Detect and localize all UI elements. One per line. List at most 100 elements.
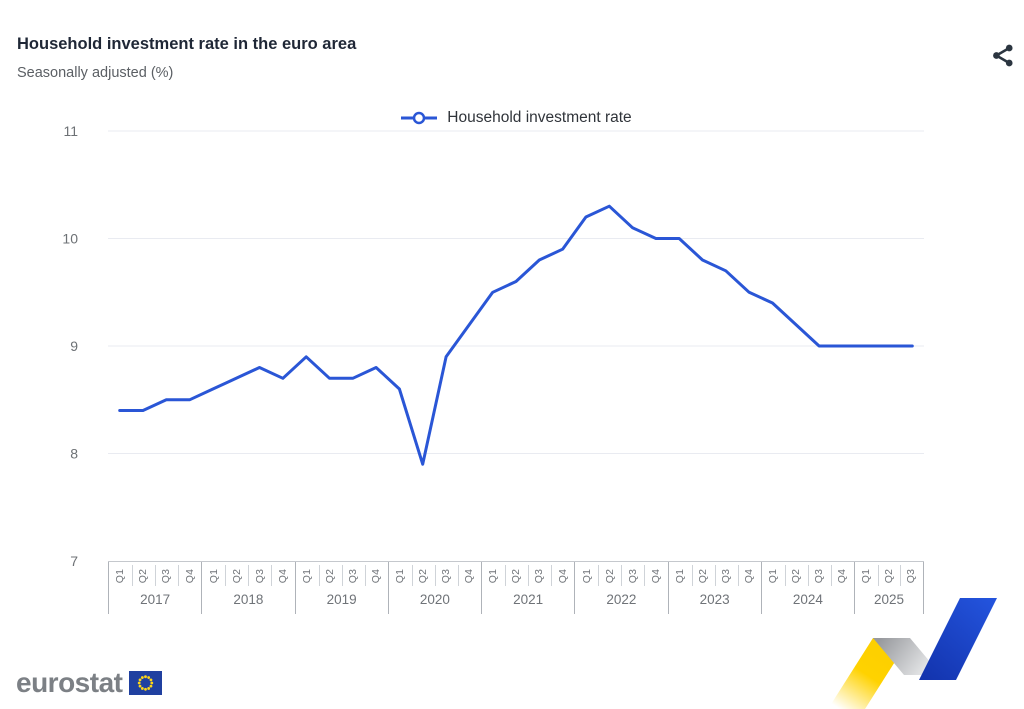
x-axis-year-label: 2025 [873,592,904,607]
x-axis-year-label: 2023 [699,592,730,607]
x-axis-quarter-label: Q2 [137,568,150,584]
eu-flag-star [144,675,148,679]
x-axis-quarter-label: Q4 [276,568,289,584]
x-axis-quarter-cell: Q1 [762,562,785,590]
eu-flag-star [141,687,145,690]
x-axis-quarter-label: Q2 [230,568,243,584]
eu-flag-star [144,687,148,691]
x-axis-quarter-cell: Q4 [551,562,574,590]
x-axis-year-group: Q1 Q2 Q3 Q4 2017 [108,562,201,614]
x-axis-quarter-label: Q1 [207,568,220,584]
x-axis-quarter-cell: Q2 [318,562,342,590]
x-axis-year-label: 2024 [792,592,823,607]
x-axis-quarter-label: Q2 [510,568,523,584]
x-axis-quarter-cell: Q4 [830,562,854,590]
x-axis-year-group: Q1 Q2 Q3 Q4 2020 [387,562,481,614]
x-axis-quarter-cell: Q2 [877,562,901,590]
x-axis-quarter-cell: Q3 [900,562,923,590]
x-axis-quarter-label: Q1 [487,568,500,584]
series-line [118,204,914,466]
x-axis-quarter-cell: Q2 [598,562,621,590]
x-axis-year-group: Q1 Q2 Q3 Q4 2019 [294,562,388,614]
x-axis-quarter-cell: Q4 [178,562,201,590]
legend-line-marker-icon [401,111,438,125]
eu-flag-star [147,676,151,679]
x-axis-quarter-label: Q3 [720,568,733,584]
x-axis-quarter-label: Q1 [860,568,873,584]
x-axis-year-group: Q1 Q2 Q3 Q4 2021 [481,562,574,614]
x-axis-quarter-label: Q3 [347,568,360,584]
x-axis-year-label: 2021 [513,592,544,607]
x-axis-quarter-label: Q2 [324,568,337,584]
x-axis-year-group: Q1 Q2 Q3 Q4 2024 [760,562,854,614]
x-axis-quarter-cell: Q3 [714,562,738,590]
x-axis-quarter-label: Q4 [649,568,662,584]
x-axis-quarter-cell: Q2 [411,562,435,590]
x-axis-quarter-label: Q2 [603,568,616,584]
decorative-ribbon-graphic [828,598,997,709]
x-axis-quarter-cell: Q4 [644,562,667,590]
x-axis-quarter-label: Q2 [790,568,803,584]
x-axis-quarter-label: Q1 [580,568,593,584]
x-axis-quarter-label: Q4 [556,568,569,584]
legend-label: Household investment rate [447,109,632,126]
eu-flag-star [150,681,154,685]
legend-item[interactable]: Household investment rate [108,105,924,131]
x-axis-year-group: Q1 Q2 Q3 Q4 2022 [574,562,667,614]
x-axis-quarter-cell: Q1 [389,562,412,590]
x-axis-year-label: 2017 [140,592,171,607]
x-axis-quarter-label: Q4 [743,568,756,584]
eu-flag-star [139,684,142,688]
x-axis-quarter-label: Q1 [114,568,127,584]
eu-flag-star [147,687,151,690]
x-axis-quarter-cell: Q2 [132,562,155,590]
share-button[interactable] [987,40,1019,72]
x-axis-year-label: 2022 [606,592,637,607]
x-axis-year-label: 2018 [233,592,264,607]
x-axis-quarter-cell: Q3 [528,562,551,590]
eu-flag-star [141,676,145,679]
x-axis-quarter-cell: Q3 [621,562,644,590]
x-axis-year-label: 2019 [326,592,357,607]
x-axis-quarter-label: Q3 [905,568,918,584]
x-axis: Q1 Q2 Q3 Q4 2017 Q1 Q2 Q3 Q4 2018 Q1 Q2 Q3 Q4 2019 Q1 Q2… [108,561,924,614]
y-axis-tick-label: 7 [70,553,78,569]
y-axis-tick-label: 11 [63,123,78,139]
x-axis-quarter-cell: Q2 [691,562,715,590]
x-axis-quarter-cell: Q2 [784,562,808,590]
x-axis-year-label: 2020 [419,592,450,607]
eurostat-logo-text: eurostat [16,667,123,698]
x-axis-quarter-label: Q4 [183,568,196,584]
x-axis-quarter-label: Q2 [882,568,895,584]
x-axis-quarter-cell: Q3 [155,562,178,590]
x-axis-quarter-cell: Q1 [669,562,692,590]
x-axis-quarter-cell: Q2 [225,562,248,590]
eu-flag-star [150,684,153,688]
x-axis-quarter-cell: Q3 [248,562,271,590]
eu-flag-star [150,678,153,682]
x-axis-quarter-label: Q1 [394,568,407,584]
x-axis-quarter-cell: Q4 [364,562,388,590]
x-axis-quarter-label: Q3 [533,568,546,584]
x-axis-quarter-label: Q1 [301,568,314,584]
x-axis-quarter-label: Q2 [417,568,430,584]
page-subtitle: Seasonally adjusted (%) [17,65,174,81]
plot-area: 7 8 9 10 11 [62,123,924,569]
x-axis-quarter-cell: Q1 [202,562,225,590]
x-axis-quarter-cell: Q3 [807,562,831,590]
page-title: Household investment rate in the euro ar… [17,35,357,53]
x-axis-quarter-cell: Q1 [575,562,598,590]
eu-flag-icon [129,671,163,695]
x-axis-quarter-cell: Q1 [855,562,878,590]
x-axis-year-group: Q1 Q2 Q3 Q4 2018 [201,562,294,614]
x-axis-quarter-label: Q3 [253,568,266,584]
x-axis-quarter-label: Q3 [440,568,453,584]
eu-flag-star [138,681,142,685]
share-icon [992,44,1013,67]
y-axis-tick-label: 9 [70,338,78,354]
x-axis-year-group: Q1 Q2 Q3 2025 [854,562,924,614]
x-axis-quarter-label: Q1 [767,568,780,584]
x-axis-quarter-label: Q3 [160,568,173,584]
x-axis-quarter-label: Q4 [370,568,383,584]
